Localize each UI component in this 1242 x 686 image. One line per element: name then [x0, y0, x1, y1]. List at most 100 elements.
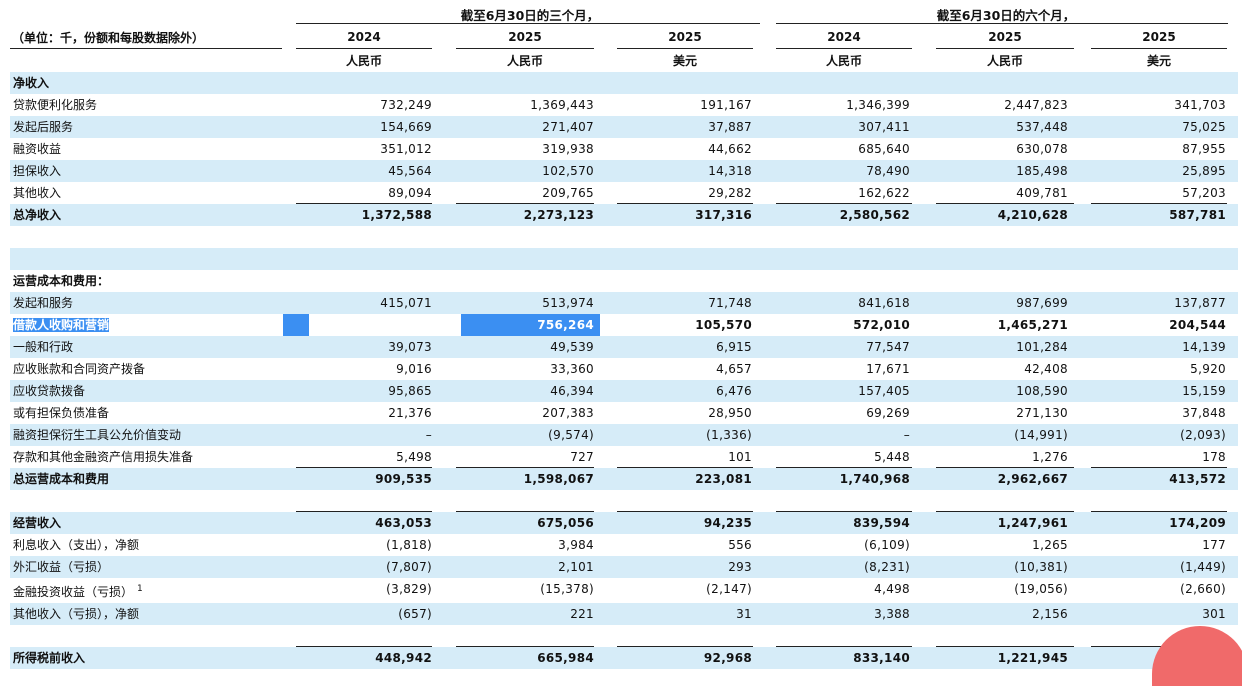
column-year: 2025: [508, 30, 542, 44]
total-rule: [296, 646, 432, 647]
row-value: 209,765: [542, 186, 594, 200]
row-value: 841,618: [858, 296, 910, 310]
selection-highlight: [283, 314, 309, 336]
row-value: 162,622: [858, 186, 910, 200]
total-rule: [1091, 203, 1227, 204]
row-value: 69,269: [866, 406, 910, 420]
row-value: 77,547: [866, 340, 910, 354]
row-value: 33,360: [550, 362, 594, 376]
row-label: 其他收入: [13, 182, 61, 204]
row-label-text: 发起和服务: [13, 296, 74, 310]
row-value: 49,539: [550, 340, 594, 354]
row-value: –: [903, 428, 910, 442]
row-value: 46,394: [550, 384, 594, 398]
row-value: 415,071: [380, 296, 432, 310]
table-row: 利息收入（支出），净额 (1,818) 3,984 556 (6,109) 1,265 17…: [10, 534, 1238, 556]
table-row: 金融投资收益（亏损） 1 (3,829) (15,378) (2,147) 4,498 (1…: [10, 578, 1238, 600]
row-value: 223,081: [695, 472, 752, 486]
row-value: 57,203: [1182, 186, 1226, 200]
header-three-months-title: 截至6月30日的三个月，: [460, 8, 600, 23]
row-value: 1,221,945: [997, 651, 1068, 665]
row-value: 987,699: [1016, 296, 1068, 310]
row-value: 5,920: [1190, 362, 1226, 376]
row-value: 21,376: [388, 406, 432, 420]
row-value: 9,016: [396, 362, 432, 376]
row-value: 1,346,399: [846, 98, 910, 112]
row-value: 341,703: [1174, 98, 1226, 112]
row-value: (8,231): [864, 560, 910, 574]
row-value: 572,010: [853, 318, 910, 332]
column-divider: [617, 48, 753, 49]
row-label: 应收贷款拨备: [13, 380, 85, 402]
row-label-text: 总运营成本和费用: [13, 472, 110, 486]
total-rule: [936, 511, 1074, 512]
total-rule: [776, 646, 912, 647]
table-row: 外汇收益（亏损） (7,807) 2,101 293 (8,231) (10,381) (1…: [10, 556, 1238, 578]
row-value: 105,570: [695, 318, 752, 332]
row-value: 14,318: [708, 164, 752, 178]
selection-highlight: [461, 314, 600, 336]
row-label: 金融投资收益（亏损） 1: [13, 578, 143, 603]
column-year: 2025: [668, 30, 702, 44]
row-label: 贷款便利化服务: [13, 94, 97, 116]
row-value: 78,490: [866, 164, 910, 178]
row-value: 317,316: [695, 208, 752, 222]
table-row: 其他收入（亏损），净额 (657) 221 31 3,388 2,156 301: [10, 603, 1238, 625]
unit-underline: [10, 48, 282, 49]
row-label: 利息收入（支出），净额: [13, 534, 139, 556]
row-value: 1,247,961: [997, 516, 1068, 530]
column-divider: [1091, 48, 1227, 49]
row-value: 1,740,968: [839, 472, 910, 486]
row-label-text: 所得税前收入: [13, 651, 86, 665]
row-value: 185,498: [1016, 164, 1068, 178]
row-value: (1,818): [386, 538, 432, 552]
row-value: 271,407: [542, 120, 594, 134]
row-label: 经营收入: [13, 512, 61, 534]
column-year: 2024: [827, 30, 861, 44]
table-row: [10, 226, 1238, 248]
table-row: 贷款便利化服务 732,249 1,369,443 191,167 1,346,399 2…: [10, 94, 1238, 116]
row-value: 2,580,562: [839, 208, 910, 222]
row-value: 14,139: [1182, 340, 1226, 354]
row-label: 担保收入: [13, 160, 61, 182]
total-rule: [456, 646, 594, 647]
column-divider: [456, 48, 594, 49]
total-rule: [617, 467, 753, 468]
row-value: 839,594: [853, 516, 910, 530]
header-divider: [296, 23, 760, 24]
total-rule: [936, 646, 1074, 647]
row-value: 909,535: [375, 472, 432, 486]
row-label-text: 发起后服务: [13, 120, 74, 134]
column-divider: [776, 48, 912, 49]
row-value: 587,781: [1169, 208, 1226, 222]
column-currency: 人民币: [825, 54, 862, 68]
row-value: 15,159: [1182, 384, 1226, 398]
row-label-text: 一般和行政: [13, 340, 74, 354]
column-year: 2025: [988, 30, 1022, 44]
row-value: 513,974: [542, 296, 594, 310]
column-currency: 人民币: [345, 54, 382, 68]
table-row: [10, 490, 1238, 512]
row-value: (1,449): [1180, 560, 1226, 574]
row-value: (7,807): [386, 560, 432, 574]
total-rule: [456, 467, 594, 468]
row-value: (2,147): [706, 582, 752, 596]
row-label-text: 净收入: [13, 76, 50, 90]
table-row: [10, 248, 1238, 270]
table-row: 或有担保负债准备 21,376 207,383 28,950 69,269 271,130…: [10, 402, 1238, 424]
row-value: 756,264: [537, 318, 594, 332]
row-value: 37,848: [1182, 406, 1226, 420]
total-rule: [456, 203, 594, 204]
row-value: 89,094: [388, 186, 432, 200]
row-value: 178: [1202, 450, 1226, 464]
row-value: (2,093): [1180, 428, 1226, 442]
row-label: 其他收入（亏损），净额: [13, 603, 139, 625]
row-value: 833,140: [853, 651, 910, 665]
row-label-text: 其他收入（亏损），净额: [13, 607, 140, 621]
row-label-text: 融资收益: [13, 142, 62, 156]
row-label: 借款人收购和营销: [13, 314, 110, 336]
row-value: 307,411: [858, 120, 910, 134]
row-label: 存款和其他金融资产信用损失准备: [13, 446, 193, 468]
row-label-text: 应收贷款拨备: [13, 384, 86, 398]
row-label: 融资担保衍生工具公允价值变动: [13, 424, 181, 446]
